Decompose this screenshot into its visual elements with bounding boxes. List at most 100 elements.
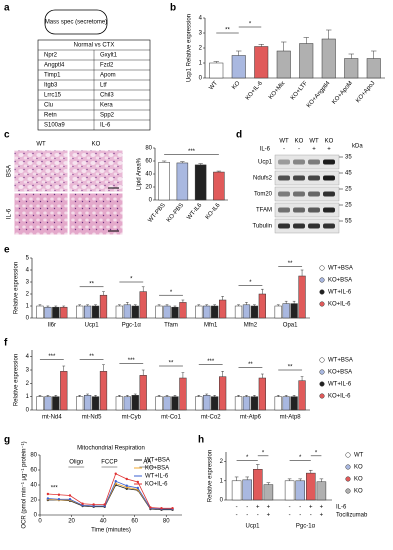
y-tick-label: 0 xyxy=(220,498,224,504)
bar xyxy=(195,305,203,319)
y-tick-label: 3 xyxy=(26,280,30,286)
y-tick-label: 3 xyxy=(199,31,203,37)
band-name: Ndufs2 xyxy=(253,176,273,182)
kda-unit: kDa xyxy=(352,144,363,150)
condition-sign: - xyxy=(289,513,291,519)
table-cell: Fzd2 xyxy=(100,63,114,69)
y-axis-label: Relative expression xyxy=(14,354,20,406)
x-tick-label: Il6r xyxy=(48,323,56,329)
blot-strip xyxy=(274,186,340,202)
bar xyxy=(131,305,139,319)
x-tick-label: mt-Nd5 xyxy=(82,415,102,421)
panel-label: f xyxy=(4,338,8,349)
significance-label: * xyxy=(249,280,252,286)
x-tick-label: Ucp1 xyxy=(85,323,100,329)
x-tick-label: 0 xyxy=(38,519,42,525)
x-tick-label: mt-Atp8 xyxy=(280,415,302,421)
bar xyxy=(158,162,170,201)
bar xyxy=(76,396,84,411)
histology-images xyxy=(13,149,124,236)
condition-sign: - xyxy=(299,505,301,511)
bar xyxy=(52,396,60,411)
y-tick-label: 1 xyxy=(220,478,224,484)
bar xyxy=(344,58,359,79)
condition-sign: - xyxy=(310,513,312,519)
condition-sign: - xyxy=(246,513,248,519)
blot-strip xyxy=(274,202,340,218)
point xyxy=(57,498,61,501)
bar xyxy=(366,58,381,79)
x-tick-label: mt-Cyb xyxy=(122,415,142,421)
condition-name: Tocilizumab xyxy=(336,513,368,519)
bar xyxy=(253,469,263,501)
band-name: TFAM xyxy=(256,208,272,214)
significance-label: * xyxy=(246,455,249,461)
y-tick-label: 0 xyxy=(149,198,153,204)
legend-marker xyxy=(345,476,351,482)
lane-label: KO xyxy=(295,139,304,145)
condition-sign: + xyxy=(267,513,271,519)
bar xyxy=(258,293,266,319)
significance-label: * xyxy=(130,277,133,283)
bar xyxy=(234,305,243,319)
band-name: Tom20 xyxy=(254,192,273,198)
blot-band xyxy=(323,191,335,197)
blot-strip xyxy=(274,170,340,186)
point xyxy=(114,472,117,475)
bar xyxy=(91,396,100,411)
bar xyxy=(123,304,131,319)
legend-label: WT+IL-6 xyxy=(328,382,352,388)
bar xyxy=(83,305,92,319)
bar xyxy=(321,38,336,79)
bar xyxy=(298,275,306,319)
condition-sign: - xyxy=(246,505,248,511)
x-tick-label: KO+Mix xyxy=(268,80,286,100)
point xyxy=(46,492,50,496)
bar xyxy=(316,481,327,501)
x-tick-label: mt-Atp6 xyxy=(240,415,262,421)
blot-band xyxy=(278,175,290,181)
legend-label: KO xyxy=(354,477,363,483)
lane-label: WT xyxy=(309,139,319,145)
y-tick-label: 20 xyxy=(30,498,37,504)
x-tick-label: 60 xyxy=(131,519,138,525)
table-header: Normal vs CTX xyxy=(74,43,115,49)
bar xyxy=(36,305,44,319)
bar xyxy=(254,46,269,79)
bar xyxy=(211,396,219,411)
y-tick-label: 60 xyxy=(145,159,152,165)
bar xyxy=(299,43,314,79)
legend-label: WT+IL-6 xyxy=(145,474,169,480)
kda-value: 35 xyxy=(345,155,352,161)
lane-sign: + xyxy=(327,147,331,153)
bar xyxy=(171,306,179,319)
table-title: Mass spec (secretome) xyxy=(45,20,107,26)
legend-label: KO+BSA xyxy=(328,370,352,376)
panel-label: b xyxy=(170,3,176,14)
band-name: Ucp1 xyxy=(258,160,273,166)
blot-band xyxy=(308,223,320,229)
y-tick-label: 1 xyxy=(26,304,30,310)
bar xyxy=(276,50,291,79)
legend-marker xyxy=(319,357,325,363)
bar xyxy=(282,303,290,319)
panel-label: c xyxy=(4,130,10,141)
y-tick-label: 0 xyxy=(26,408,30,414)
bar xyxy=(115,396,123,411)
bar xyxy=(195,396,203,411)
significance-label: * xyxy=(262,450,265,456)
bar xyxy=(250,396,259,411)
lane-label: KO xyxy=(325,139,334,145)
x-tick-label: Mfn2 xyxy=(244,323,258,329)
blot-treatment: IL-6 xyxy=(260,147,271,153)
bar xyxy=(231,55,246,79)
x-tick-label: Opa1 xyxy=(283,323,298,329)
x-tick-label: KO+Angptl4 xyxy=(306,80,332,109)
panel-label: a xyxy=(4,3,10,14)
y-tick-label: 1 xyxy=(199,61,203,67)
x-tick-label: KO-PBS xyxy=(166,202,185,223)
legend-marker xyxy=(345,452,351,458)
band-name: Tubulin xyxy=(253,224,272,230)
kda-value: 25 xyxy=(345,187,352,193)
legend-marker xyxy=(345,488,351,494)
